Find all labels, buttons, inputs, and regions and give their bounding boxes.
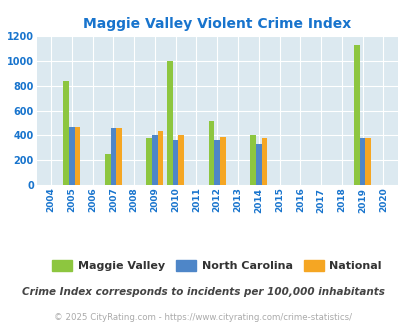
Bar [167,61,173,185]
Bar [105,154,110,185]
Bar [110,128,116,185]
Bar [261,138,266,185]
Bar [359,138,364,185]
Bar [250,135,255,185]
Legend: Maggie Valley, North Carolina, National: Maggie Valley, North Carolina, National [48,256,386,276]
Bar [208,121,214,185]
Bar [69,127,75,185]
Bar [353,45,359,185]
Bar [255,144,261,185]
Text: © 2025 CityRating.com - https://www.cityrating.com/crime-statistics/: © 2025 CityRating.com - https://www.city… [54,313,351,322]
Bar [364,138,370,185]
Bar [75,127,80,185]
Text: Crime Index corresponds to incidents per 100,000 inhabitants: Crime Index corresponds to incidents per… [21,287,384,297]
Bar [220,137,225,185]
Bar [214,141,220,185]
Bar [152,135,157,185]
Bar [63,81,69,185]
Bar [178,135,183,185]
Bar [157,131,163,185]
Bar [116,128,121,185]
Bar [146,138,152,185]
Bar [173,140,178,185]
Title: Maggie Valley Violent Crime Index: Maggie Valley Violent Crime Index [83,17,350,31]
